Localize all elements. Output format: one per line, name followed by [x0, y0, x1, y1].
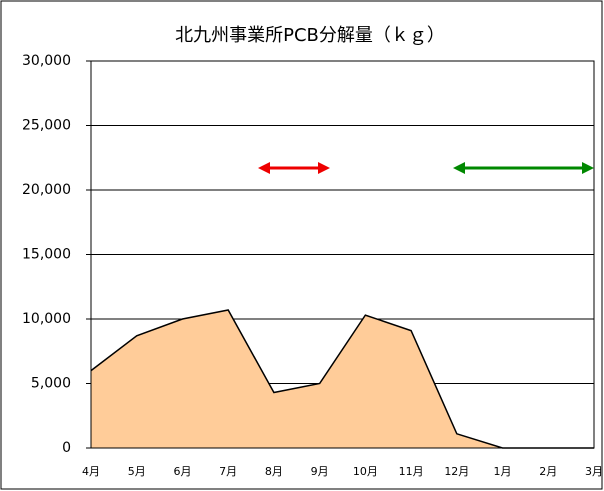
x-tick-label: 5月 [128, 465, 146, 478]
x-tick-label: 9月 [311, 465, 329, 478]
plot-border [90, 60, 595, 449]
x-tick-label: 3月 [585, 465, 603, 478]
y-tick-label: 15,000 [22, 247, 71, 263]
y-tick-label: 0 [62, 440, 71, 456]
y-tick-label: 30,000 [22, 53, 71, 69]
x-tick-label: 12月 [444, 465, 469, 478]
x-tick-label: 11月 [399, 465, 424, 478]
area [91, 309, 594, 448]
x-tick-label: 4月 [82, 465, 100, 478]
x-tick-label: 1月 [494, 465, 512, 478]
y-tick-label: 10,000 [22, 311, 71, 327]
chart-title: 北九州事業所PCB分解量（ｋｇ） [175, 25, 445, 46]
x-tick-label: 2月 [539, 465, 557, 478]
y-tick-label: 25,000 [22, 118, 71, 134]
x-tick-label: 7月 [219, 465, 237, 478]
x-tick-label: 10月 [353, 465, 378, 478]
x-tick-label: 6月 [173, 465, 191, 478]
x-tick-label: 8月 [265, 465, 283, 478]
y-tick-label: 20,000 [22, 182, 71, 198]
y-tick-label: 5,000 [31, 376, 71, 392]
